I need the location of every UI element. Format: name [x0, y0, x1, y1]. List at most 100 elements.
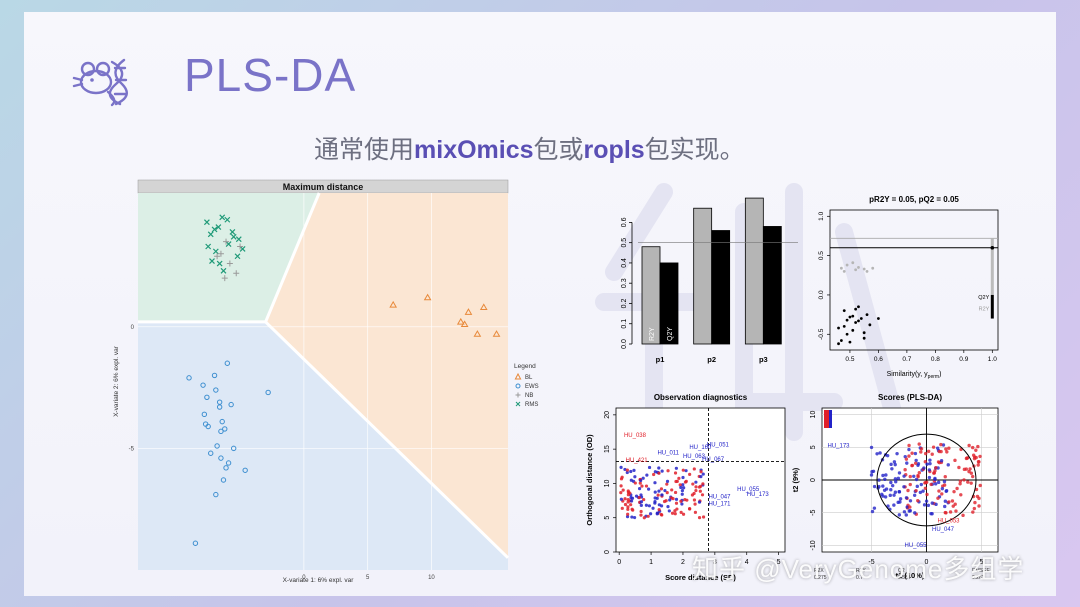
point-ews — [205, 423, 211, 430]
point-r2y — [854, 268, 858, 272]
point-q2y — [845, 332, 849, 336]
observation-point — [653, 490, 657, 494]
observation-point — [657, 489, 661, 493]
point-q2y — [857, 305, 860, 309]
point-ews — [242, 467, 248, 473]
observation-point — [692, 467, 696, 471]
observation-point — [625, 470, 629, 475]
score-point — [905, 461, 909, 465]
score-point — [908, 474, 912, 479]
observation-point — [620, 506, 624, 510]
score-point — [935, 446, 940, 450]
observation-point — [694, 488, 698, 493]
observation-point — [681, 475, 685, 480]
observation-point — [665, 479, 670, 484]
y-tick-label: 0.5 — [621, 238, 628, 248]
score-point — [952, 489, 956, 494]
score-point — [907, 443, 911, 448]
point-q2y-end — [990, 245, 995, 250]
point-label: HU_053 — [938, 519, 961, 525]
point-r2y — [865, 269, 869, 273]
x-axis-label: t1 (10%) — [896, 571, 925, 580]
point-rms — [229, 228, 236, 235]
point-ews — [192, 540, 199, 546]
x-tick-label: 3 — [713, 559, 717, 566]
legend-label: EWS — [525, 384, 539, 390]
score-point — [894, 480, 898, 484]
observation-point — [673, 490, 678, 495]
y-tick-label: 10 — [604, 479, 611, 487]
score-point — [905, 505, 909, 509]
observation-point — [656, 493, 660, 497]
bar-r2y — [693, 207, 713, 345]
observation-point — [645, 473, 649, 477]
point-bl — [460, 320, 469, 328]
score-point — [939, 442, 943, 447]
score-point — [907, 447, 911, 452]
point-label: HU_047 — [932, 527, 955, 533]
score-point — [892, 503, 896, 507]
point-q2y — [862, 331, 866, 335]
score-point — [897, 471, 902, 475]
point-q2y — [862, 336, 866, 340]
point-nb — [226, 260, 233, 267]
plot-frame — [615, 407, 786, 553]
legend-title: Legend — [514, 363, 536, 370]
observation-point — [701, 482, 705, 486]
plot-title: Maximum distance — [283, 182, 364, 192]
point-label: HU_055 — [737, 487, 760, 493]
point-label: HU_047 — [708, 495, 731, 501]
score-point — [947, 446, 951, 450]
score-point — [974, 455, 978, 460]
point-q2y — [851, 328, 855, 332]
observation-point — [668, 498, 672, 502]
score-point — [912, 493, 917, 497]
score-point — [884, 487, 889, 491]
observation-point — [697, 485, 702, 489]
point-rms — [211, 226, 218, 233]
point-rms — [234, 253, 241, 260]
score-point — [925, 462, 929, 466]
score-point — [904, 457, 909, 461]
observation-point — [683, 480, 688, 484]
score-point — [977, 504, 981, 508]
observation-point — [626, 490, 631, 494]
observation-point — [657, 466, 661, 470]
metric-value: 0.584 — [898, 575, 911, 581]
point-ews — [200, 382, 206, 388]
observation-point — [625, 515, 630, 519]
observation-point — [642, 497, 646, 502]
score-point — [914, 488, 918, 493]
legend-label: NB — [525, 393, 533, 399]
point-q2y — [848, 315, 852, 319]
observation-point — [665, 491, 669, 495]
x-tick-label: 0 — [617, 559, 621, 566]
point-bl — [464, 308, 473, 315]
observation-point — [629, 469, 633, 474]
score-point — [933, 477, 937, 482]
point-q2y — [839, 339, 843, 342]
score-point — [889, 462, 893, 467]
observation-point — [655, 512, 659, 516]
x-tick-label: 0 — [302, 575, 306, 581]
observation-point — [630, 496, 635, 500]
score-point — [940, 486, 945, 491]
observation-point — [667, 509, 671, 513]
score-point — [959, 493, 963, 497]
score-point — [976, 444, 980, 449]
score-point — [904, 496, 909, 500]
y-tick-label: 1.0 — [818, 211, 825, 220]
observation-point — [630, 515, 634, 519]
legend-marker — [514, 372, 522, 380]
scores-plot: Scores (PLS-DA) -5 0 5 -10 -5 0 5 10 t1 (10%) t2 (… — [791, 393, 999, 581]
score-point — [973, 500, 977, 505]
observation-diagnostics-plot: Observation diagnostics 0 1 2 3 4 5 0 5 10 15 20 Sco… — [585, 393, 786, 582]
point-bl — [456, 317, 465, 325]
score-point — [917, 471, 922, 475]
point-q2y — [837, 342, 840, 346]
score-point — [936, 496, 940, 500]
group-legend-blue — [829, 410, 832, 428]
bar-series-label: Q2Y — [667, 327, 674, 341]
score-point — [921, 489, 925, 493]
score-point — [914, 458, 918, 463]
